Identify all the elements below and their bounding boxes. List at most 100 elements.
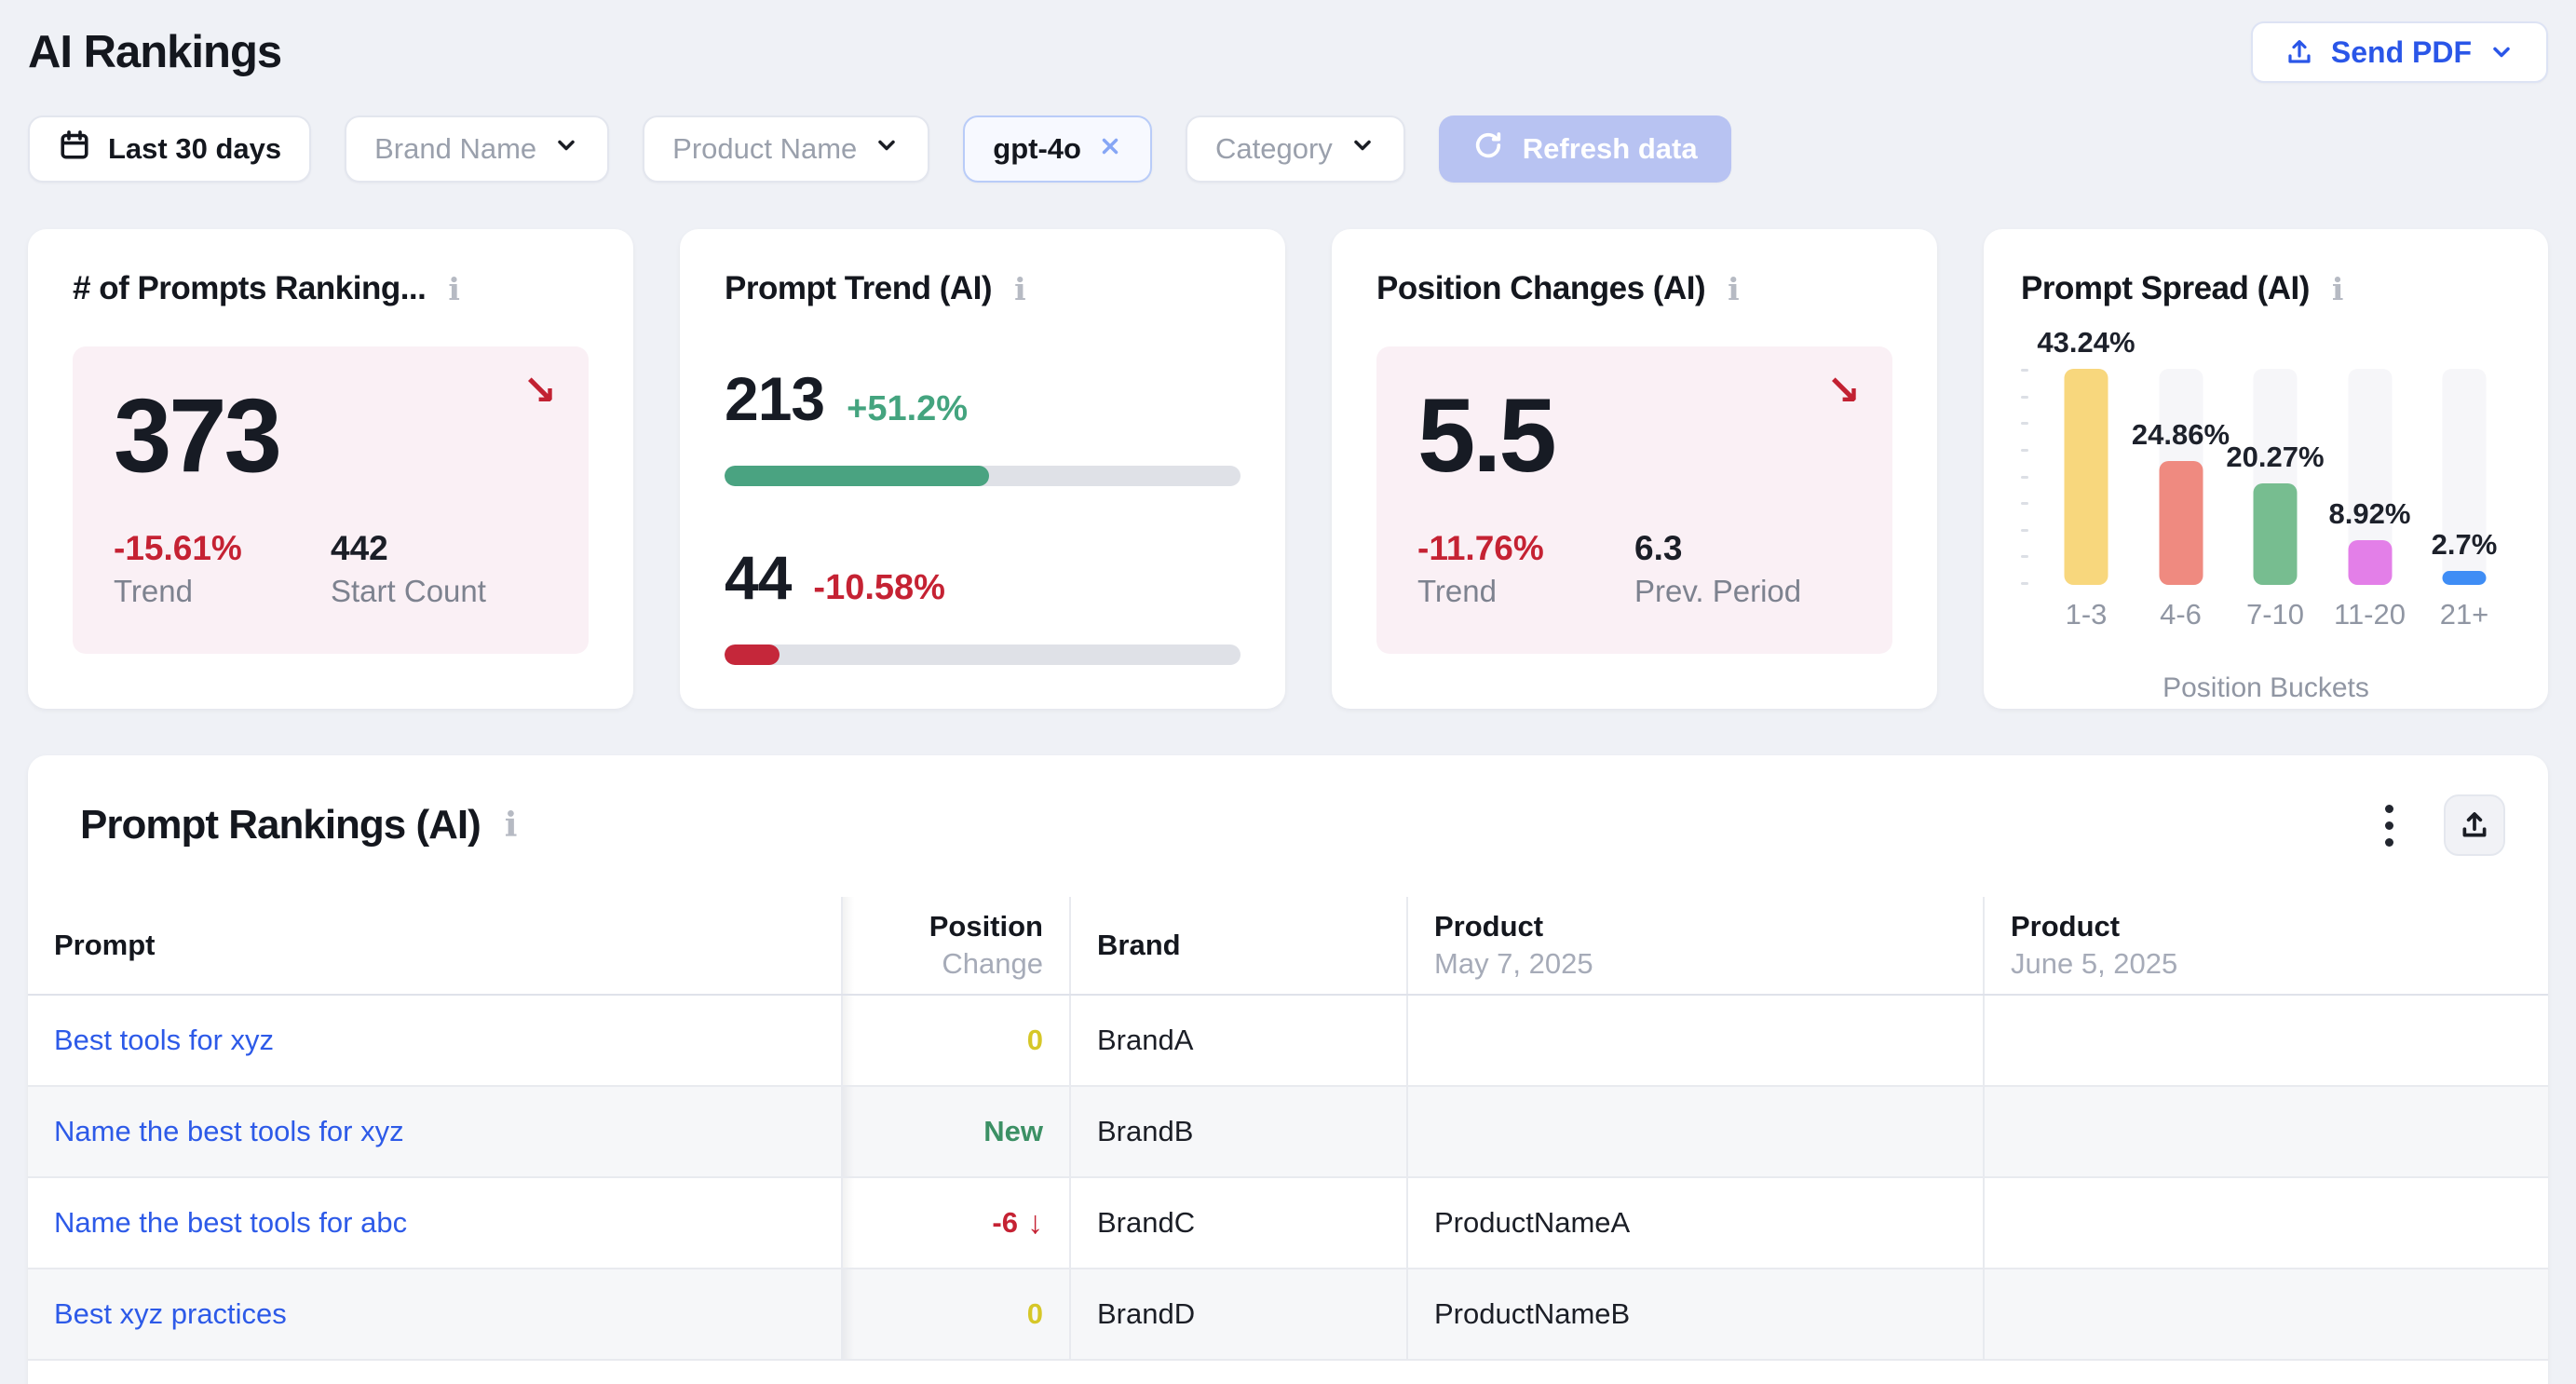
- trend-percent: -11.76%: [1417, 529, 1544, 567]
- category-dropdown[interactable]: Category: [1185, 115, 1405, 183]
- position-change-value: 0: [1026, 1297, 1043, 1330]
- close-icon[interactable]: [1098, 132, 1122, 166]
- more-options-icon[interactable]: [2378, 797, 2401, 854]
- down-arrow-icon: ↓: [1027, 1204, 1043, 1241]
- date-range-label: Last 30 days: [108, 132, 282, 165]
- spread-bar-11-20: 8.92%: [2327, 369, 2413, 585]
- info-icon[interactable]: i: [1728, 270, 1740, 307]
- spread-bar-1-3: 43.24%: [2037, 326, 2135, 585]
- trend-label: Trend: [114, 574, 193, 608]
- kpi-cards: # of Prompts Ranking... i ↘ 373 -15.61% …: [28, 229, 2548, 709]
- brand-cell: BrandB: [1097, 1115, 1194, 1147]
- position-changes-value: 5.5: [1417, 377, 1557, 494]
- table-body: Best tools for xyz 0 BrandA Name the best t…: [28, 996, 2548, 1361]
- prev-period-value: 6.3: [1634, 529, 1683, 567]
- trend-up-value: 213: [725, 364, 825, 433]
- info-icon[interactable]: i: [1014, 270, 1026, 307]
- spread-bars: 43.24% 24.86% 20.27% 8.92% 2.7%: [2037, 326, 2511, 585]
- prompt-link[interactable]: Best xyz practices: [54, 1297, 287, 1330]
- trend-up-progress: [725, 466, 1241, 486]
- start-count-value: 442: [331, 529, 388, 567]
- table-row: Name the best tools for abc -6 ↓ BrandC Prod…: [28, 1178, 2548, 1269]
- x-tick-label: 21+: [2439, 598, 2489, 631]
- trend-up-percent: +51.2%: [847, 389, 969, 428]
- prompts-ranking-panel: ↘ 373 -15.61% Trend 442 Start Count: [73, 346, 589, 654]
- spread-bar-21+: 2.7%: [2421, 369, 2507, 585]
- trend-up-progress-fill: [725, 466, 989, 486]
- prompt-link[interactable]: Name the best tools for abc: [54, 1206, 408, 1239]
- prompt-link[interactable]: Name the best tools for xyz: [54, 1115, 404, 1147]
- brand-cell: BrandA: [1097, 1024, 1194, 1056]
- table-title: Prompt Rankings (AI): [80, 802, 481, 848]
- start-count-label: Start Count: [331, 574, 486, 608]
- prompt-rankings-card: Prompt Rankings (AI) i Prompt Position: [28, 755, 2548, 1384]
- position-change-value: New: [983, 1115, 1043, 1147]
- product-name-dropdown[interactable]: Product Name: [643, 115, 930, 183]
- filter-bar: Last 30 days Brand Name Product Name gpt…: [28, 115, 2548, 183]
- card-title: Prompt Trend (AI): [725, 270, 993, 306]
- card-title: Prompt Spread (AI): [2021, 270, 2310, 306]
- spread-chart: 43.24% 24.86% 20.27% 8.92% 2.7%: [2021, 326, 2511, 585]
- export-button[interactable]: [2444, 794, 2505, 856]
- position-change-value: 0: [1026, 1024, 1043, 1056]
- trend-percent: -15.61%: [114, 529, 242, 567]
- trend-down-arrow-icon: ↘: [1826, 368, 1861, 414]
- send-pdf-button[interactable]: Send PDF: [2250, 21, 2548, 83]
- info-icon[interactable]: i: [2331, 270, 2344, 307]
- trend-down-progress-fill: [725, 645, 780, 665]
- model-filter-chip[interactable]: gpt-4o: [963, 115, 1152, 183]
- brand-cell: BrandC: [1097, 1206, 1196, 1239]
- column-header-product-may: Product May 7, 2025: [1408, 897, 1985, 994]
- column-header-prompt: Prompt: [28, 897, 854, 994]
- chevron-down-icon: [2488, 39, 2515, 65]
- position-change-value: -6: [992, 1206, 1018, 1239]
- refresh-data-label: Refresh data: [1522, 132, 1698, 165]
- trend-down-value: 44: [725, 543, 792, 612]
- refresh-data-button[interactable]: Refresh data: [1438, 115, 1731, 183]
- column-header-position-change: Position Change: [843, 897, 1071, 994]
- brand-cell: BrandD: [1097, 1297, 1196, 1330]
- trend-label: Trend: [1417, 574, 1497, 608]
- info-icon[interactable]: i: [448, 270, 460, 307]
- model-chip-label: gpt-4o: [993, 132, 1081, 165]
- table-row: Best xyz practices 0 BrandD ProductNameB: [28, 1269, 2548, 1361]
- product-name-placeholder: Product Name: [672, 132, 858, 165]
- calendar-icon: [58, 129, 91, 170]
- y-axis-ticks: [2021, 369, 2032, 585]
- chevron-down-icon: [1349, 132, 1376, 166]
- prompts-ranking-value: 373: [114, 377, 282, 494]
- x-tick-label: 11-20: [2334, 598, 2406, 631]
- spread-bar-7-10: 20.27%: [2226, 369, 2325, 585]
- table-row: Name the best tools for xyz New BrandB: [28, 1087, 2548, 1178]
- trend-down-percent: -10.58%: [813, 568, 945, 607]
- chevron-down-icon: [553, 132, 579, 166]
- position-changes-card: Position Changes (AI) i ↘ 5.5 -11.76% Tr…: [1332, 229, 1937, 709]
- page-title: AI Rankings: [28, 27, 282, 77]
- chevron-down-icon: [874, 132, 900, 166]
- date-range-button[interactable]: Last 30 days: [28, 115, 312, 183]
- card-title: Position Changes (AI): [1376, 270, 1706, 306]
- x-tick-label: 4-6: [2160, 598, 2202, 631]
- spread-bar-4-6: 24.86%: [2132, 369, 2230, 585]
- prompt-rankings-table: Prompt Position Change Brand Product May…: [28, 897, 2548, 1361]
- brand-name-dropdown[interactable]: Brand Name: [345, 115, 610, 183]
- trend-down-progress: [725, 645, 1241, 665]
- x-tick-label: 1-3: [2065, 598, 2108, 631]
- prompt-trend-card: Prompt Trend (AI) i 213 +51.2% 44 -10.58…: [680, 229, 1285, 709]
- trend-down-arrow-icon: ↘: [522, 368, 557, 414]
- product-may-cell: ProductNameA: [1434, 1206, 1631, 1239]
- prompt-link[interactable]: Best tools for xyz: [54, 1024, 275, 1056]
- info-icon[interactable]: i: [504, 806, 518, 845]
- category-placeholder: Category: [1214, 132, 1333, 165]
- prev-period-label: Prev. Period: [1634, 574, 1802, 608]
- x-axis-title: Position Buckets: [2162, 672, 2369, 703]
- column-header-brand: Brand: [1071, 897, 1408, 994]
- table-header-row: Prompt Position Change Brand Product May…: [28, 897, 2548, 996]
- column-header-product-june: Product June 5, 2025: [2011, 909, 2178, 980]
- position-changes-panel: ↘ 5.5 -11.76% Trend 6.3 Prev. Period: [1376, 346, 1892, 654]
- x-tick-label: 7-10: [2245, 598, 2305, 631]
- x-axis-labels: 1-3 4-6 7-10 11-20 21+: [2040, 598, 2511, 631]
- prompts-ranking-card: # of Prompts Ranking... i ↘ 373 -15.61% …: [28, 229, 633, 709]
- send-pdf-label: Send PDF: [2330, 34, 2472, 69]
